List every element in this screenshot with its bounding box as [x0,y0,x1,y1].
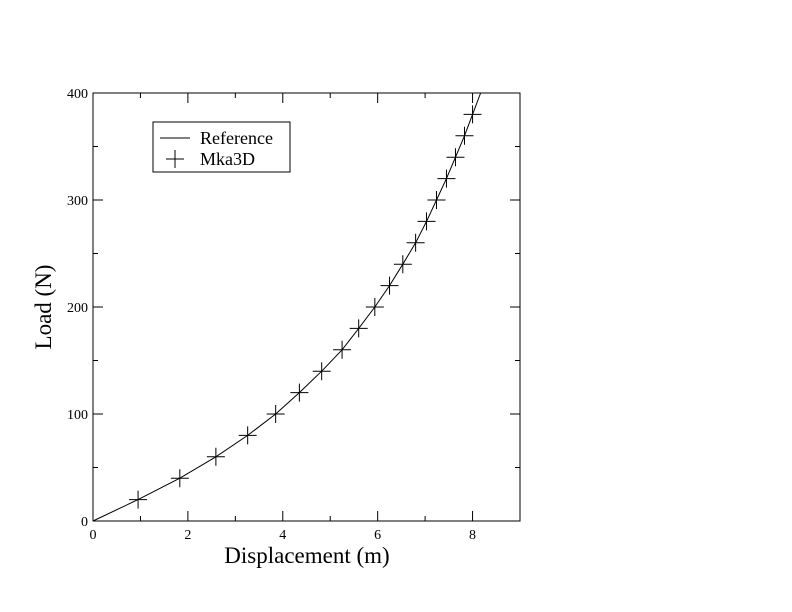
plus-marker [455,126,474,145]
plus-marker [290,383,309,402]
x-tick-label: 8 [469,528,476,543]
y-tick-label: 100 [67,408,88,423]
plus-marker [380,276,399,295]
plus-marker [238,426,257,445]
legend-box [152,121,291,173]
plus-marker [427,191,446,209]
x-tick-label: 0 [90,528,97,543]
legend-marker [166,150,184,168]
plus-marker [446,148,465,167]
y-tick-label: 300 [67,194,88,209]
x-tick-label: 4 [279,528,286,543]
legend-label: Mka3D [200,149,255,169]
plus-marker [333,340,352,359]
plus-marker [349,319,368,338]
plus-marker [170,469,189,488]
y-tick-label: 400 [67,87,88,102]
plus-marker [417,212,436,231]
x-axis-title: Displacement (m) [224,543,389,568]
legend-label: Reference [200,128,273,148]
y-tick-label: 0 [81,515,88,530]
plus-marker [266,405,285,423]
plus-marker [437,169,456,188]
plus-marker [206,447,225,466]
y-tick-label: 200 [67,301,88,316]
plus-marker [463,105,482,124]
plus-marker [129,490,148,509]
plus-marker [365,298,384,316]
y-axis-title: Load (N) [31,265,56,350]
plus-marker [312,362,331,381]
x-tick-label: 2 [184,528,191,543]
x-tick-label: 6 [374,528,381,543]
plus-marker [406,233,425,252]
plus-marker [393,255,412,274]
